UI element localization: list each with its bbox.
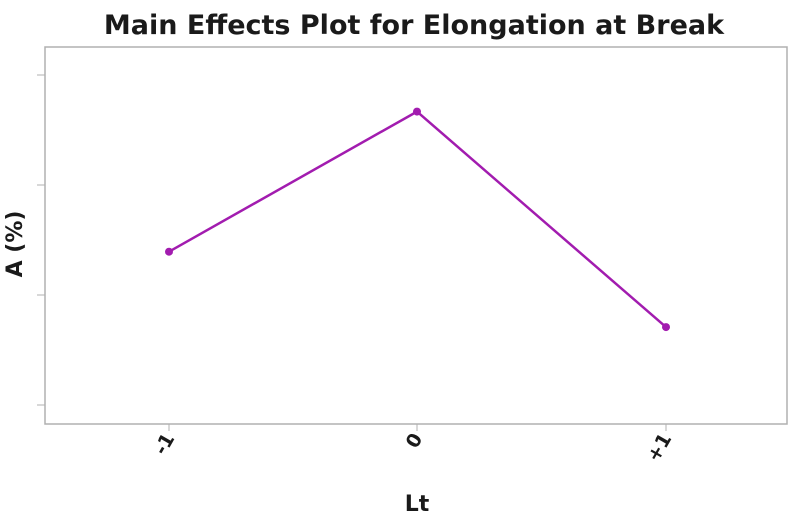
plot-frame: [44, 46, 788, 425]
series-points: [165, 107, 670, 332]
data-point: [165, 247, 173, 256]
series-group: [165, 107, 670, 332]
x-axis-ticks: [168, 424, 667, 431]
data-point: [413, 107, 421, 116]
x-tick-label: 0: [402, 430, 428, 452]
y-axis-ticks: [37, 74, 45, 406]
chart-title: Main Effects Plot for Elongation at Brea…: [104, 10, 725, 41]
y-axis-label: A (%): [3, 211, 28, 278]
x-tick-label: +1: [643, 430, 677, 466]
x-axis-tick-labels: -1 0 +1: [150, 430, 677, 466]
x-axis-label: Lt: [405, 492, 430, 517]
series-line: [168, 110, 667, 329]
data-point: [662, 323, 670, 332]
x-tick-label: -1: [150, 430, 180, 459]
